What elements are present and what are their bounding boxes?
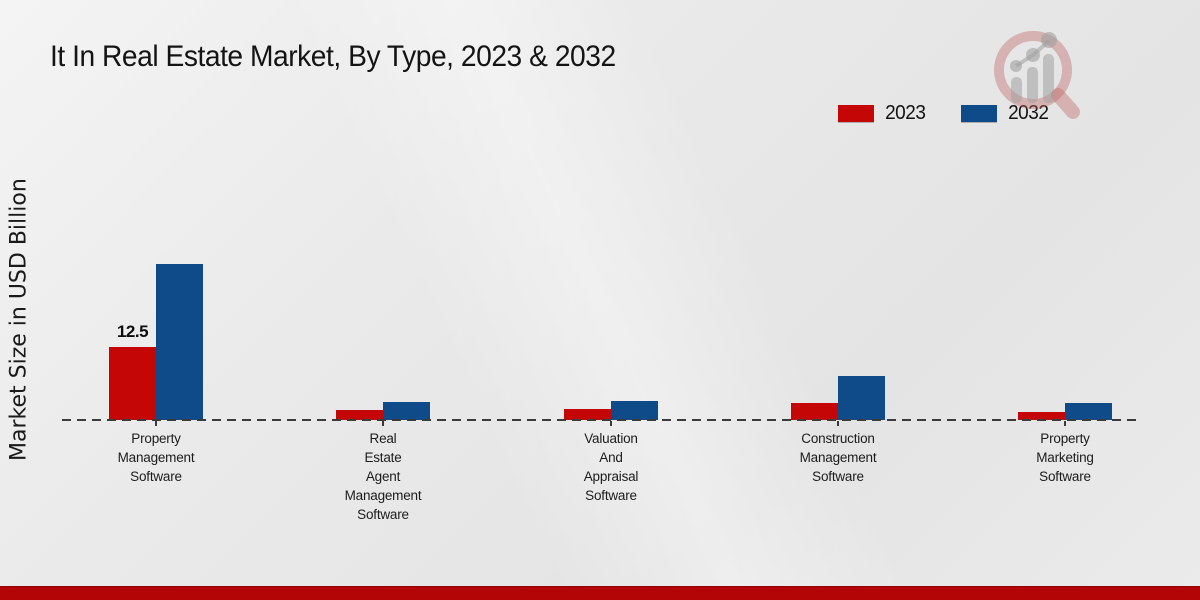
category-label: Valuation And Appraisal Software <box>583 431 639 503</box>
x-axis-tick <box>155 421 157 426</box>
legend-label-2023: 2023 <box>885 102 926 124</box>
bar-2032-group-0 <box>156 264 203 420</box>
legend-item-2023: 2023 <box>838 102 927 125</box>
bar-value-label: 12.5 <box>116 322 149 341</box>
bar-2032-group-3 <box>838 376 885 420</box>
legend-swatch-2023-icon <box>838 105 874 122</box>
legend-item-2032: 2032 <box>960 102 1050 125</box>
bar-2023-group-1 <box>336 410 383 420</box>
bar-2023-group-3 <box>791 403 838 420</box>
legend-swatch-2032-icon <box>960 105 997 122</box>
x-axis-tick <box>837 421 839 426</box>
legend: 2023 2032 <box>838 102 1049 125</box>
chart-title: It In Real Estate Market, By Type, 2023 … <box>50 40 616 73</box>
x-axis-tick <box>1064 421 1066 426</box>
bar-2023-group-4 <box>1018 412 1065 420</box>
category-label: Construction Management Software <box>799 431 877 484</box>
category-label: Property Management Software <box>117 431 195 484</box>
x-axis-tick <box>382 421 384 426</box>
bar-2023-group-2 <box>564 409 611 420</box>
x-axis-baseline <box>62 419 1140 421</box>
category-label: Real Estate Agent Management Software <box>344 431 422 522</box>
x-axis-tick <box>610 421 612 426</box>
bar-2032-group-2 <box>611 401 658 420</box>
legend-label-2032: 2032 <box>1007 102 1049 124</box>
bottom-accent-stripe <box>0 586 1200 600</box>
bar-2023-group-0 <box>109 347 156 420</box>
magnifier-bar-chart-logo-icon <box>994 31 1080 119</box>
bar-2032-group-4 <box>1065 403 1112 420</box>
bar-2032-group-1 <box>383 402 430 420</box>
category-label: Property Marketing Software <box>1036 431 1094 484</box>
